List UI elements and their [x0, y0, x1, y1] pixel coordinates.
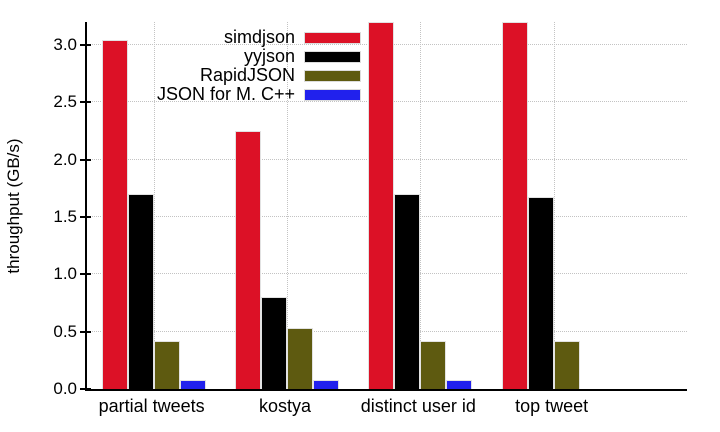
- bar-yyjson-distinct-user-id: [394, 194, 421, 389]
- y-tick-mark: [80, 388, 91, 390]
- x-tick-label-distinct-user-id: distinct user id: [360, 396, 476, 416]
- legend-label-yyjson: yyjson: [243, 46, 295, 66]
- legend-entry-rapidjson: RapidJSON: [200, 66, 361, 85]
- legend-label-rapidjson: RapidJSON: [199, 65, 295, 85]
- y-tick-mark: [80, 273, 91, 276]
- y-tick-label: 2.0: [53, 149, 77, 169]
- y-tick-mark: [80, 215, 91, 218]
- legend-entry-simdjson: simdjson: [224, 28, 361, 47]
- legend-label-simdjson: simdjson: [223, 27, 295, 47]
- bar-group-partial-tweets: [101, 22, 206, 389]
- legend-entry-yyjson: yyjson: [244, 47, 361, 66]
- legend-swatch-json-for-m-c: [304, 88, 361, 101]
- bar-simdjson-distinct-user-id: [368, 22, 395, 389]
- y-tick-label: 3.0: [53, 34, 77, 54]
- legend-swatch-yyjson: [304, 50, 361, 63]
- bar-json-for-m-c-distinct-user-id: [446, 379, 473, 389]
- y-tick-mark: [80, 101, 91, 104]
- bar-group-top-tweet: [501, 22, 606, 389]
- bar-json-for-m-c-kostya: [313, 379, 339, 389]
- gridline-v: [287, 22, 288, 389]
- bar-json-for-m-c-partial-tweets: [179, 379, 206, 389]
- x-tick-label-kostya: kostya: [258, 396, 312, 416]
- x-tick-label-partial-tweets: partial tweets: [98, 396, 205, 416]
- bar-rapidjson-top-tweet: [553, 340, 580, 389]
- y-axis-title: throughput (GB/s): [4, 138, 23, 274]
- legend-swatch-rapidjson: [304, 69, 361, 82]
- bar-group-kostya: [235, 22, 339, 389]
- bar-simdjson-top-tweet: [501, 22, 528, 389]
- bar-simdjson-partial-tweets: [101, 40, 128, 389]
- legend: simdjson yyjson RapidJSON JSON for M. C++: [157, 28, 361, 104]
- x-tick-label-top-tweet: top tweet: [515, 396, 589, 416]
- bar-yyjson-top-tweet: [527, 197, 554, 389]
- y-tick-mark: [80, 330, 91, 333]
- y-tick-label: 2.5: [53, 92, 77, 112]
- legend-entry-json-for-m-c: JSON for M. C++: [157, 85, 361, 104]
- plot-area: [85, 22, 687, 391]
- bar-rapidjson-distinct-user-id: [420, 340, 447, 389]
- gridline-v: [553, 22, 555, 389]
- y-tick-mark: [80, 43, 91, 46]
- y-tick-label: 0.5: [53, 321, 77, 341]
- bar-rapidjson-partial-tweets: [153, 340, 180, 389]
- y-tick-label: 1.0: [53, 264, 77, 284]
- bar-group-distinct-user-id: [368, 22, 473, 389]
- bar-yyjson-kostya: [261, 297, 287, 389]
- legend-label-json-for-m-c: JSON for M. C++: [156, 84, 295, 104]
- gridline-v: [153, 22, 155, 389]
- y-tick-label: 1.5: [53, 206, 77, 226]
- y-tick-label: 0.0: [53, 379, 77, 398]
- y-tick-mark: [80, 158, 91, 161]
- legend-swatch-simdjson: [304, 31, 361, 44]
- bar-simdjson-kostya: [235, 130, 261, 389]
- bar-yyjson-partial-tweets: [127, 194, 154, 389]
- bar-rapidjson-kostya: [287, 328, 313, 389]
- gridline-v: [420, 22, 422, 389]
